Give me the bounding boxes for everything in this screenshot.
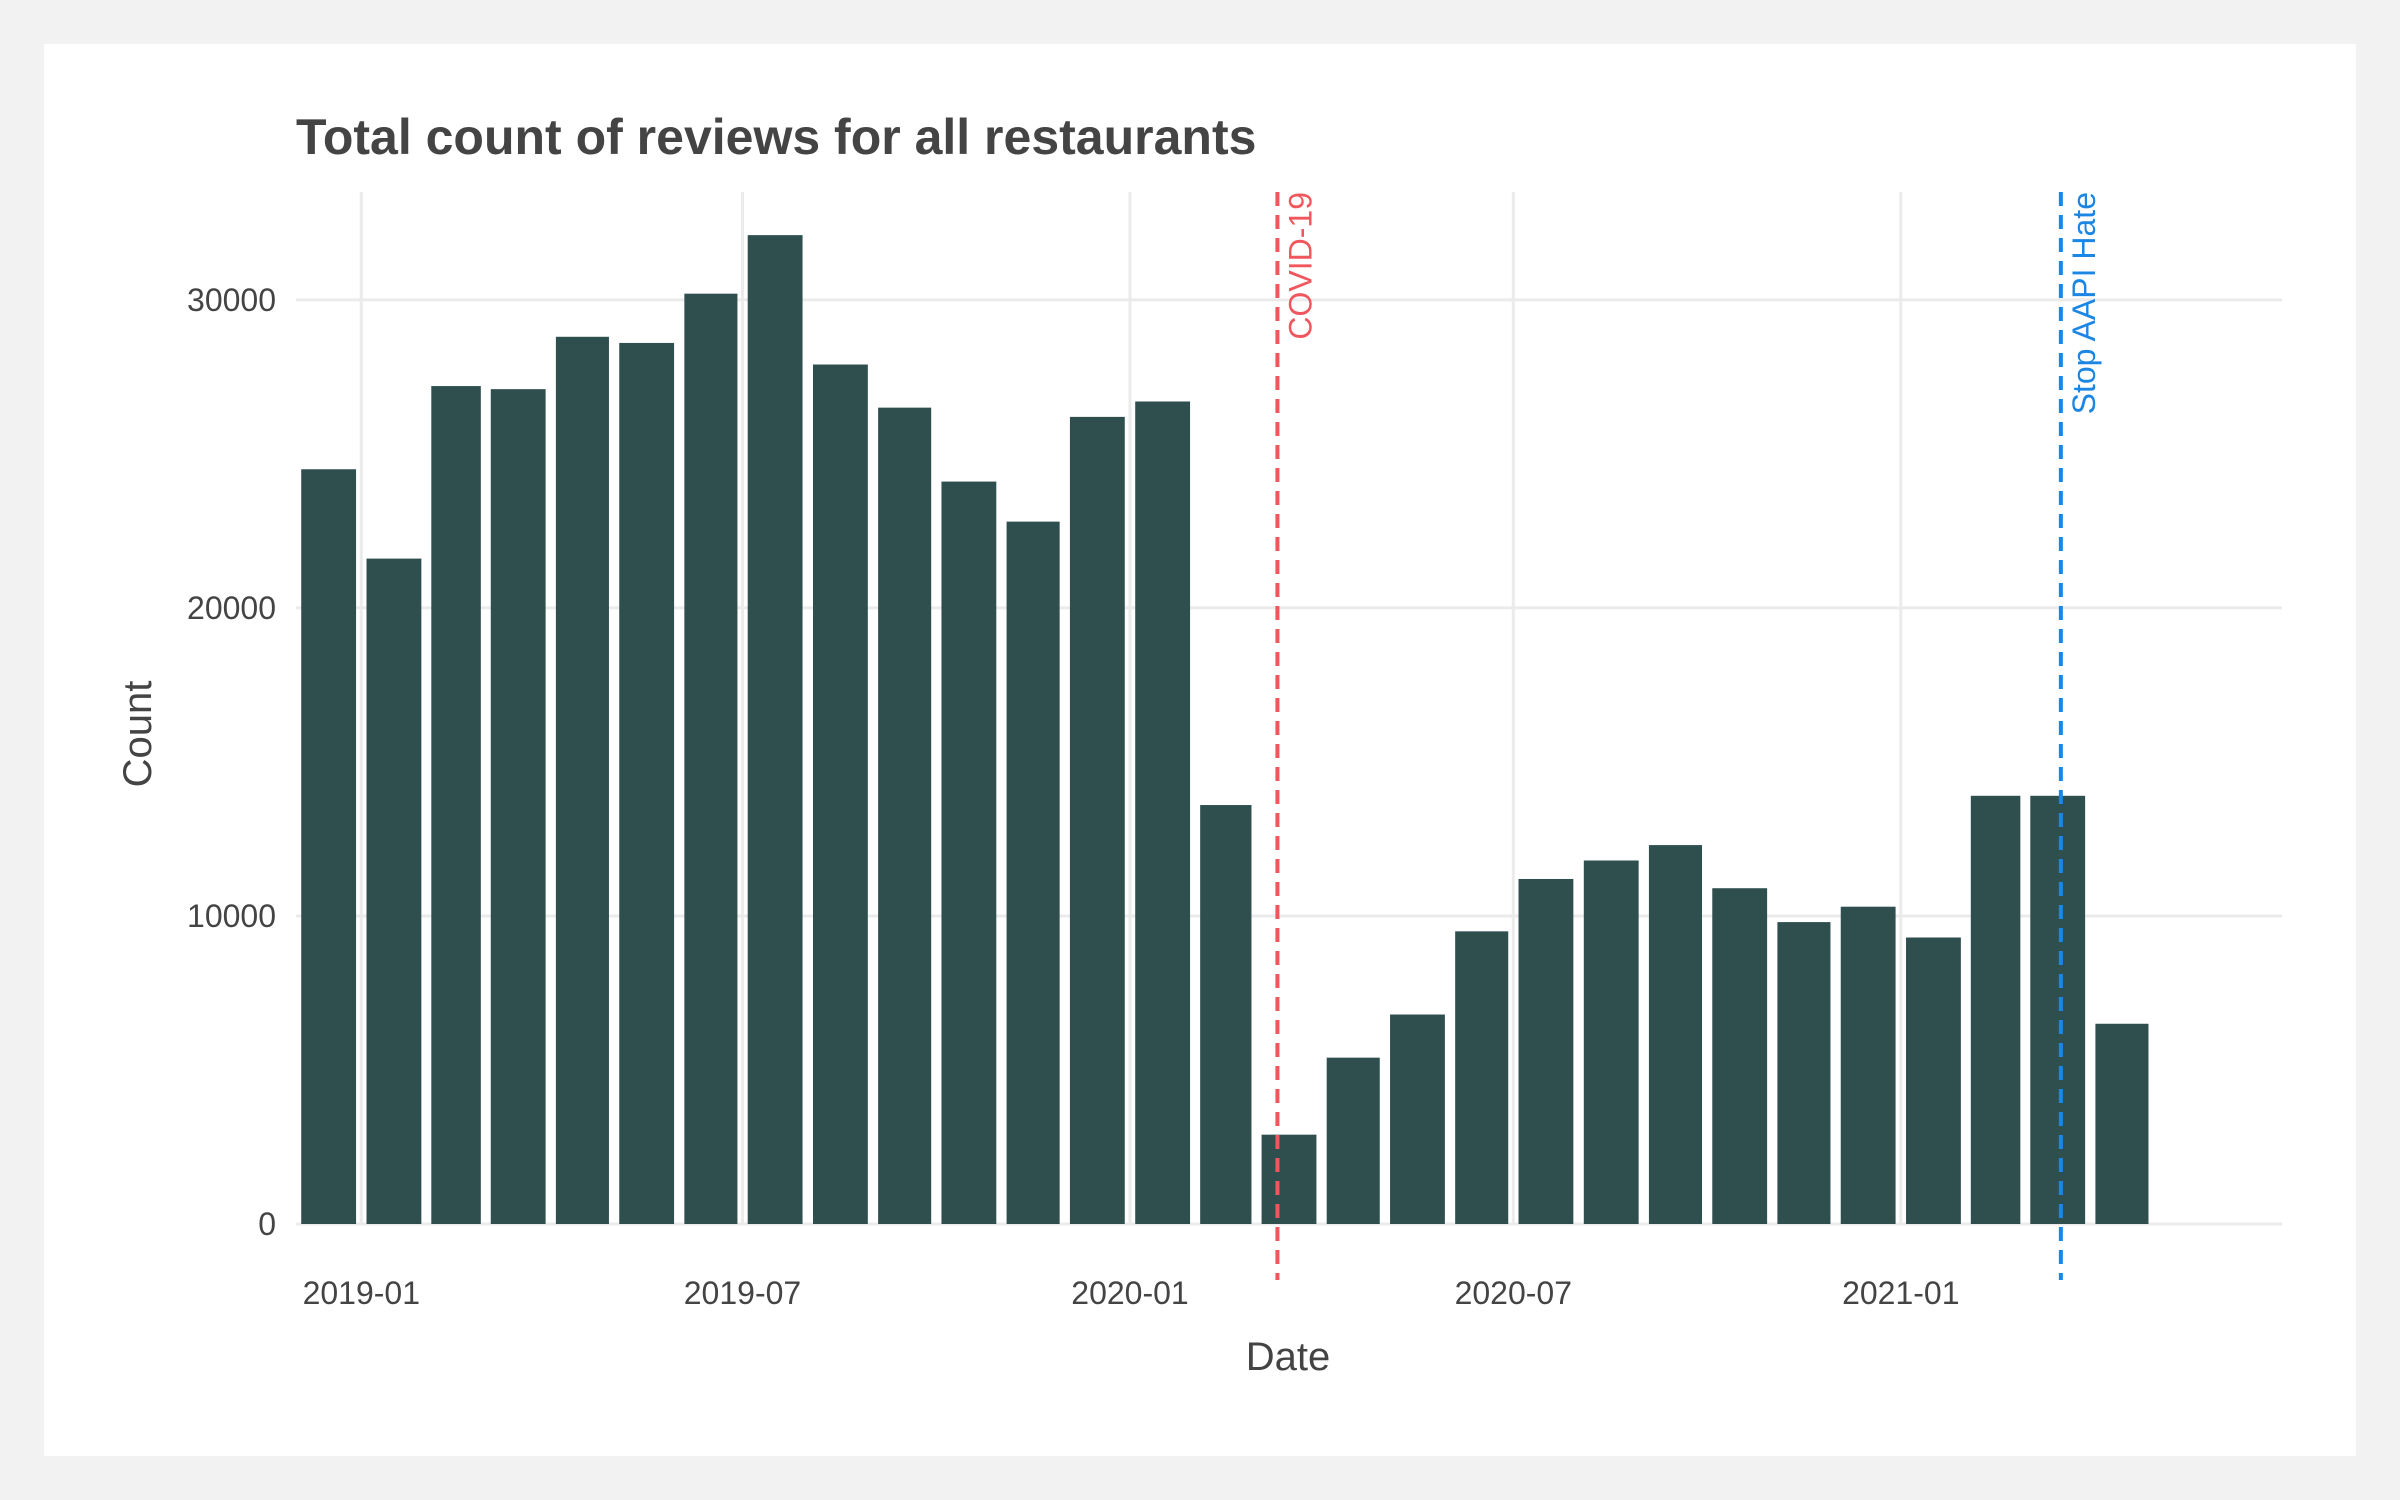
bar-chart: COVID-19 Stop AAPI Hate 0 10000 20000 30000 2… (116, 109, 2282, 1379)
y-tick-label: 0 (258, 1206, 276, 1242)
y-tick-label: 10000 (187, 898, 276, 934)
bar-2020-04 (1326, 1057, 1380, 1224)
bar-2020-03 (1261, 1134, 1317, 1224)
annotation-layer: COVID-19 Stop AAPI Hate (1275, 192, 2102, 1280)
bar-2019-09 (878, 407, 932, 1224)
x-axis-label: Date (1246, 1335, 1331, 1379)
bar-2020-06 (1455, 931, 1509, 1224)
bar-2020-12 (1840, 906, 1896, 1224)
bar-2021-01 (1906, 937, 1961, 1224)
bar-2020-05 (1390, 1014, 1445, 1224)
bar-2020-01 (1135, 401, 1191, 1224)
tick-layer: 0 10000 20000 30000 2019-01 2019-07 2020-01 202… (187, 282, 1960, 1311)
bar-2021-03 (2030, 795, 2086, 1224)
bar-layer (301, 235, 2149, 1225)
bar-2019-07 (747, 235, 803, 1224)
y-tick-label: 30000 (187, 282, 276, 318)
bar-2020-11 (1777, 922, 1831, 1224)
annotation-label: COVID-19 (1282, 192, 1318, 340)
chart-title: Total count of reviews for all restauran… (296, 109, 1256, 165)
bar-2019-08 (812, 364, 868, 1224)
bar-2019-06 (684, 293, 738, 1225)
bar-2020-09 (1648, 845, 1702, 1224)
bar-2018-12 (301, 469, 357, 1224)
bar-2021-02 (1970, 795, 2021, 1224)
bar-2019-01 (366, 558, 422, 1224)
bar-2019-10 (941, 481, 997, 1224)
x-tick-label: 2021-01 (1842, 1275, 1959, 1311)
bar-2019-12 (1069, 416, 1125, 1225)
bar-2020-10 (1712, 888, 1768, 1224)
x-tick-label: 2019-01 (303, 1275, 420, 1311)
x-tick-label: 2020-01 (1071, 1275, 1188, 1311)
bar-2021-04 (2095, 1023, 2149, 1224)
bar-2019-11 (1006, 521, 1060, 1224)
bar-2020-07 (1518, 878, 1574, 1224)
x-tick-label: 2020-07 (1455, 1275, 1572, 1311)
chart-card: COVID-19 Stop AAPI Hate 0 10000 20000 30000 2… (44, 44, 2356, 1456)
y-axis-label: Count (116, 681, 160, 788)
bar-2019-03 (490, 389, 546, 1224)
bar-2020-02 (1200, 805, 1252, 1224)
annotation-label: Stop AAPI Hate (2066, 192, 2102, 414)
bar-2019-05 (619, 342, 675, 1225)
y-tick-label: 20000 (187, 590, 276, 626)
bar-2020-08 (1583, 860, 1639, 1224)
bar-2019-02 (431, 386, 481, 1224)
bar-2019-04 (555, 336, 609, 1224)
x-tick-label: 2019-07 (684, 1275, 801, 1311)
